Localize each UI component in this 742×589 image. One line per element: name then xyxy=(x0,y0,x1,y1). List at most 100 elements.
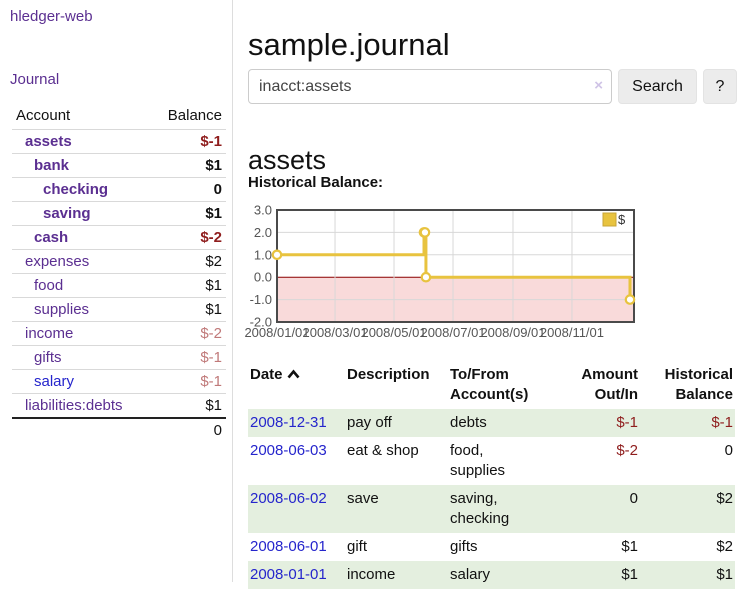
sidebar-account-link[interactable]: assets xyxy=(25,133,72,150)
chevron-up-icon xyxy=(287,369,300,379)
search-form: × Search ? xyxy=(248,69,737,104)
svg-text:2008/03/01: 2008/03/01 xyxy=(302,325,367,340)
sidebar-account-balance: $-1 xyxy=(200,349,222,366)
account-row: supplies $1 xyxy=(12,297,226,321)
account-row: cash $-2 xyxy=(12,225,226,249)
svg-text:2008/07/01: 2008/07/01 xyxy=(420,325,485,340)
register-table-body: 2008-12-31 pay off debts $-1 $-1 2008-06-03 ea… xyxy=(248,409,735,589)
sidebar-account-balance: $2 xyxy=(205,253,222,270)
accounts-table-header: Account Balance xyxy=(12,103,226,129)
sidebar-account-balance: 0 xyxy=(213,181,222,198)
transaction-description: eat & shop xyxy=(347,442,419,459)
transaction-description: gift xyxy=(347,538,368,555)
transaction-balance: $-1 xyxy=(640,409,735,437)
accounts-table-body: assets $-1 bank $1 checking 0 saving $1 cash $-2 e… xyxy=(12,129,226,417)
sidebar-item-journal[interactable]: Journal xyxy=(10,71,60,88)
transaction-amount: 0 xyxy=(540,485,640,533)
transaction-accounts: food, supplies xyxy=(450,442,506,479)
transaction-amount: $1 xyxy=(621,538,638,555)
sidebar-account-balance: $1 xyxy=(205,397,222,414)
search-button[interactable]: Search xyxy=(618,69,697,104)
register-row: 2008-06-02 save saving, checking 0 $2 xyxy=(248,485,735,533)
svg-text:2008/11/01: 2008/11/01 xyxy=(540,325,604,340)
register-column-header[interactable]: Date xyxy=(248,361,345,409)
main-content: sample.journal × Search ? assets Histori… xyxy=(233,0,742,589)
account-row: expenses $2 xyxy=(12,249,226,273)
chart-title: Historical Balance: xyxy=(248,174,384,191)
svg-text:2008/09/01: 2008/09/01 xyxy=(480,325,545,340)
svg-text:0.0: 0.0 xyxy=(254,270,272,285)
transaction-accounts: saving, checking xyxy=(448,485,540,533)
account-heading: assets xyxy=(248,145,327,176)
sidebar-account-balance: $1 xyxy=(205,205,222,222)
transaction-accounts: salary xyxy=(448,561,540,589)
svg-text:2008/05/01: 2008/05/01 xyxy=(361,325,426,340)
accounts-total-row: 0 xyxy=(12,417,226,442)
svg-text:$: $ xyxy=(618,212,626,227)
account-column-header: Account xyxy=(16,107,71,124)
transaction-description: save xyxy=(345,485,448,533)
transaction-amount: $-1 xyxy=(540,409,640,437)
historical-balance-chart: 3.0 2.0 1.0 0.0 -1.0 -2.02008/01/012008/03/01… xyxy=(244,203,636,340)
svg-text:2.0: 2.0 xyxy=(254,225,272,240)
transaction-description: pay off xyxy=(345,409,448,437)
clear-search-icon[interactable]: × xyxy=(594,77,603,94)
sidebar-account-balance: $-2 xyxy=(200,325,222,342)
sidebar-account-link[interactable]: cash xyxy=(34,229,69,246)
page-title: sample.journal xyxy=(248,26,450,62)
sidebar-account-balance: $-1 xyxy=(200,373,222,390)
account-row: income $-2 xyxy=(12,321,226,345)
transaction-balance: $2 xyxy=(640,485,735,533)
transaction-balance: $1 xyxy=(640,561,735,589)
sidebar-account-link[interactable]: bank xyxy=(34,157,70,174)
sidebar-account-link[interactable]: checking xyxy=(43,181,109,198)
account-row: saving $1 xyxy=(12,201,226,225)
sidebar-account-balance: $-1 xyxy=(200,133,222,150)
transaction-date-link[interactable]: 2008-12-31 xyxy=(250,414,327,431)
register-row: 2008-06-01 gift gifts $1 $2 xyxy=(248,533,735,561)
app-title-link[interactable]: hledger-web xyxy=(10,8,93,25)
transaction-date-link[interactable]: 2008-06-01 xyxy=(250,538,327,555)
help-button[interactable]: ? xyxy=(703,69,737,104)
balance-column-header: Balance xyxy=(167,107,222,124)
register-column-header: Historical Balance xyxy=(664,366,733,403)
svg-text:-2.0: -2.0 xyxy=(250,315,272,330)
transaction-balance: 0 xyxy=(724,442,733,459)
svg-text:-1.0: -1.0 xyxy=(250,292,272,307)
account-row: checking 0 xyxy=(12,177,226,201)
transaction-balance: $2 xyxy=(716,538,733,555)
sidebar-account-link[interactable]: saving xyxy=(43,205,91,222)
register-row: 2008-12-31 pay off debts $-1 $-1 xyxy=(248,409,735,437)
account-row: liabilities:debts $1 xyxy=(12,393,226,417)
search-input[interactable] xyxy=(248,69,612,104)
svg-text:1.0: 1.0 xyxy=(254,247,272,262)
transaction-date-link[interactable]: 2008-06-02 xyxy=(250,490,327,507)
account-row: salary $-1 xyxy=(12,369,226,393)
sidebar-account-link[interactable]: supplies xyxy=(34,301,90,318)
register-row: 2008-06-03 eat & shop food, supplies $-2 0 xyxy=(248,437,735,485)
sidebar-account-link[interactable]: liabilities:debts xyxy=(25,397,123,414)
sidebar-account-balance: $1 xyxy=(205,301,222,318)
sidebar: hledger-web Journal Account Balance asse… xyxy=(0,0,233,582)
transaction-accounts: debts xyxy=(448,409,540,437)
sidebar-account-link[interactable]: salary xyxy=(34,373,75,390)
transaction-description: income xyxy=(345,561,448,589)
svg-text:3.0: 3.0 xyxy=(254,203,272,218)
sidebar-account-link[interactable]: food xyxy=(34,277,64,294)
sidebar-account-balance: $1 xyxy=(205,157,222,174)
register-table: Date Description To/From Account(s) Amount … xyxy=(248,361,735,589)
account-row: food $1 xyxy=(12,273,226,297)
register-header-row: Date Description To/From Account(s) Amount … xyxy=(248,361,735,409)
account-row: assets $-1 xyxy=(12,129,226,153)
transaction-date-link[interactable]: 2008-01-01 xyxy=(250,566,327,583)
transaction-amount: $1 xyxy=(540,561,640,589)
account-row: bank $1 xyxy=(12,153,226,177)
register-column-header: Description xyxy=(347,366,430,383)
register-column-header: Amount Out/In xyxy=(581,366,638,403)
sidebar-account-link[interactable]: expenses xyxy=(25,253,90,270)
transaction-accounts: gifts xyxy=(450,538,478,555)
transaction-date-link[interactable]: 2008-06-03 xyxy=(250,442,327,459)
accounts-total-value: 0 xyxy=(213,422,222,439)
sidebar-account-link[interactable]: income xyxy=(25,325,74,342)
sidebar-account-link[interactable]: gifts xyxy=(34,349,62,366)
